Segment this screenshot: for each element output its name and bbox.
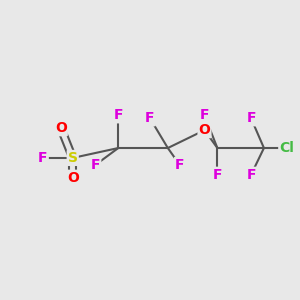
Text: F: F [175,158,184,172]
Text: F: F [91,158,100,172]
Text: F: F [246,168,256,182]
Text: F: F [38,151,48,165]
Text: O: O [55,121,67,135]
Text: O: O [199,123,210,137]
Text: O: O [67,171,79,185]
Text: F: F [113,108,123,122]
Text: F: F [145,111,155,125]
Text: F: F [246,111,256,125]
Text: S: S [68,151,78,165]
Text: F: F [213,168,222,182]
Text: F: F [200,108,209,122]
Text: Cl: Cl [279,141,294,155]
